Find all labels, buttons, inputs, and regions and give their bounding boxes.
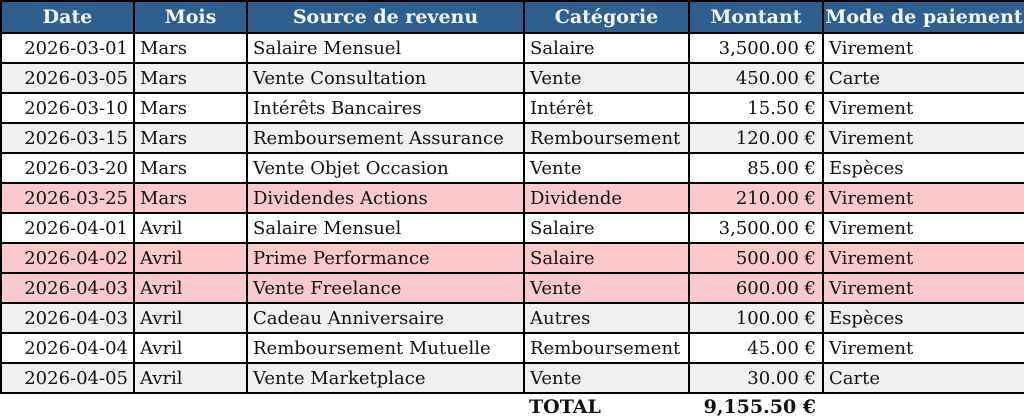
- table-cell: Mars: [133, 182, 248, 214]
- header-cell-5: Mode de paiement: [822, 0, 1024, 34]
- table-cell: Avril: [133, 212, 248, 244]
- table-cell: 2026-04-01: [0, 212, 135, 244]
- table-row: 2026-04-01 Avril Salaire Mensuel Salaire 3,5…: [0, 212, 1024, 244]
- table-cell: 2026-03-15: [0, 122, 135, 154]
- table-cell: Salaire: [523, 32, 690, 64]
- table-cell: 2026-04-05: [0, 362, 135, 394]
- table-row: 2026-04-05 Avril Vente Marketplace Vente 30.…: [0, 362, 1024, 394]
- table-cell: Carte: [822, 62, 1024, 94]
- table-cell: Avril: [133, 272, 248, 304]
- table-cell: Vente: [523, 272, 690, 304]
- table-cell: Remboursement Assurance: [246, 122, 525, 154]
- table-cell: 210.00 €: [688, 182, 824, 214]
- table-cell: Dividende: [523, 182, 690, 214]
- revenue-table: Date Mois Source de revenu Catégorie Montant…: [0, 0, 1024, 394]
- table-cell: Avril: [133, 332, 248, 364]
- table-cell: Intérêt: [523, 92, 690, 124]
- table-cell: Vente: [523, 152, 690, 184]
- table-row: 2026-04-03 Avril Vente Freelance Vente 600.0…: [0, 272, 1024, 304]
- table-cell: Virement: [822, 92, 1024, 124]
- table-cell: Salaire: [523, 242, 690, 274]
- table-row: 2026-03-10 Mars Intérêts Bancaires Intérêt 1…: [0, 92, 1024, 124]
- table-cell: Salaire: [523, 212, 690, 244]
- table-cell: Mars: [133, 32, 248, 64]
- table-cell: 2026-04-04: [0, 332, 135, 364]
- header-cell-2: Source de revenu: [246, 0, 525, 34]
- table-cell: Virement: [822, 32, 1024, 64]
- table-cell: 2026-03-25: [0, 182, 135, 214]
- table-cell: Vente Freelance: [246, 272, 525, 304]
- total-value: 9,155.50 €: [703, 395, 816, 417]
- table-cell: Carte: [822, 362, 1024, 394]
- table-cell: Salaire Mensuel: [246, 212, 525, 244]
- table-cell: Remboursement: [523, 122, 690, 154]
- table-row: 2026-03-20 Mars Vente Objet Occasion Vente 8…: [0, 152, 1024, 184]
- table-cell: 500.00 €: [688, 242, 824, 274]
- table-cell: Vente: [523, 62, 690, 94]
- header-cell-3: Catégorie: [523, 0, 690, 34]
- table-cell: Dividendes Actions: [246, 182, 525, 214]
- table-cell: Virement: [822, 182, 1024, 214]
- table-cell: Virement: [822, 242, 1024, 274]
- table-cell: Cadeau Anniversaire: [246, 302, 525, 334]
- table-cell: 15.50 €: [688, 92, 824, 124]
- table-cell: Mars: [133, 62, 248, 94]
- table-cell: Vente: [523, 362, 690, 394]
- table-cell: 2026-03-10: [0, 92, 135, 124]
- table-cell: Intérêts Bancaires: [246, 92, 525, 124]
- table-cell: 2026-04-03: [0, 272, 135, 304]
- table-cell: 2026-04-03: [0, 302, 135, 334]
- table-cell: Virement: [822, 122, 1024, 154]
- table-cell: Avril: [133, 302, 248, 334]
- table-cell: Espèces: [822, 152, 1024, 184]
- table-cell: 600.00 €: [688, 272, 824, 304]
- table-cell: Virement: [822, 212, 1024, 244]
- table-cell: 30.00 €: [688, 362, 824, 394]
- table-row: 2026-04-03 Avril Cadeau Anniversaire Autres…: [0, 302, 1024, 334]
- table-cell: 2026-03-20: [0, 152, 135, 184]
- table-cell: 3,500.00 €: [688, 212, 824, 244]
- header-cell-0: Date: [0, 0, 135, 34]
- table-row: 2026-03-05 Mars Vente Consultation Vente 450…: [0, 62, 1024, 94]
- table-cell: 120.00 €: [688, 122, 824, 154]
- table-cell: Vente Marketplace: [246, 362, 525, 394]
- table-cell: Espèces: [822, 302, 1024, 334]
- table-cell: Mars: [133, 92, 248, 124]
- table-cell: Virement: [822, 272, 1024, 304]
- table-cell: 45.00 €: [688, 332, 824, 364]
- table-cell: 2026-04-02: [0, 242, 135, 274]
- table-row: 2026-03-25 Mars Dividendes Actions Dividend…: [0, 182, 1024, 214]
- table-cell: 2026-03-01: [0, 32, 135, 64]
- table-cell: 85.00 €: [688, 152, 824, 184]
- table-cell: Avril: [133, 362, 248, 394]
- table-cell: 3,500.00 €: [688, 32, 824, 64]
- header-cell-4: Montant: [688, 0, 824, 34]
- header-cell-1: Mois: [133, 0, 248, 34]
- table-body: 2026-03-01 Mars Salaire Mensuel Salaire 3,50…: [0, 32, 1024, 394]
- table-cell: Virement: [822, 332, 1024, 364]
- table-cell: Autres: [523, 302, 690, 334]
- table-cell: Mars: [133, 152, 248, 184]
- table-row: 2026-04-02 Avril Prime Performance Salaire 5…: [0, 242, 1024, 274]
- table-cell: Vente Consultation: [246, 62, 525, 94]
- table-cell: Salaire Mensuel: [246, 32, 525, 64]
- table-cell: Vente Objet Occasion: [246, 152, 525, 184]
- table-cell: Mars: [133, 122, 248, 154]
- table-cell: 100.00 €: [688, 302, 824, 334]
- table-row: 2026-03-01 Mars Salaire Mensuel Salaire 3,50…: [0, 32, 1024, 64]
- table-cell: Remboursement: [523, 332, 690, 364]
- total-label: TOTAL: [529, 395, 601, 417]
- table-cell: Prime Performance: [246, 242, 525, 274]
- table-cell: Remboursement Mutuelle: [246, 332, 525, 364]
- table-cell: 2026-03-05: [0, 62, 135, 94]
- table-cell: Avril: [133, 242, 248, 274]
- table-header: Date Mois Source de revenu Catégorie Montant…: [0, 0, 1024, 34]
- header-row: Date Mois Source de revenu Catégorie Montant…: [0, 0, 1024, 34]
- table-row: 2026-03-15 Mars Remboursement Assurance Rem…: [0, 122, 1024, 154]
- total-row: TOTAL 9,155.50 €: [0, 394, 1024, 417]
- table-row: 2026-04-04 Avril Remboursement Mutuelle Rem…: [0, 332, 1024, 364]
- table-cell: 450.00 €: [688, 62, 824, 94]
